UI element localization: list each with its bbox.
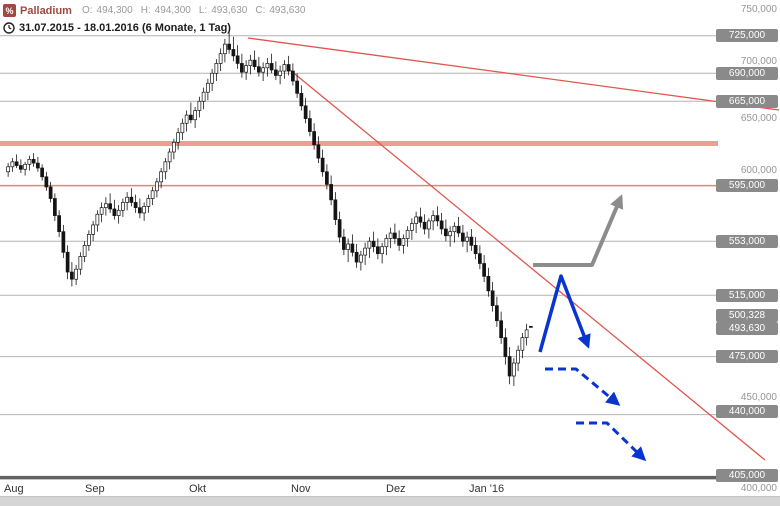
annotation-arrows[interactable]: [533, 194, 647, 462]
time-axis[interactable]: Aug Sep Okt Nov Dez Jan '16: [0, 483, 718, 497]
instrument-icon: %: [3, 4, 16, 17]
month-label: Nov: [291, 483, 311, 495]
open-value: 494,300: [96, 5, 133, 16]
trendlines[interactable]: [247, 37, 780, 461]
close-label: C:: [255, 5, 266, 16]
horizontal-levels[interactable]: [0, 35, 718, 480]
close-value: 493,630: [269, 5, 306, 16]
instrument-name: Palladium: [20, 4, 72, 17]
candlesticks: [6, 30, 533, 386]
high-label: H:: [140, 5, 151, 16]
open-label: O:: [81, 5, 93, 16]
month-label: Aug: [4, 483, 24, 495]
low-label: L:: [198, 5, 208, 16]
clock-icon: [3, 22, 15, 34]
month-label: Sep: [85, 483, 105, 495]
month-label: Jan '16: [469, 483, 505, 495]
month-label: Okt: [189, 483, 207, 495]
low-value: 493,630: [211, 5, 248, 16]
chart-header: % Palladium O: 494,300 H: 494,300 L: 493…: [3, 3, 310, 34]
date-range: 31.07.2015 - 18.01.2016 (6 Monate, 1 Tag…: [19, 22, 231, 34]
ohlc-readout: O: 494,300 H: 494,300 L: 493,630 C: 493,…: [78, 5, 310, 16]
month-label: Dez: [386, 483, 406, 495]
chart-scrollbar[interactable]: [0, 496, 780, 506]
high-value: 494,300: [154, 5, 191, 16]
